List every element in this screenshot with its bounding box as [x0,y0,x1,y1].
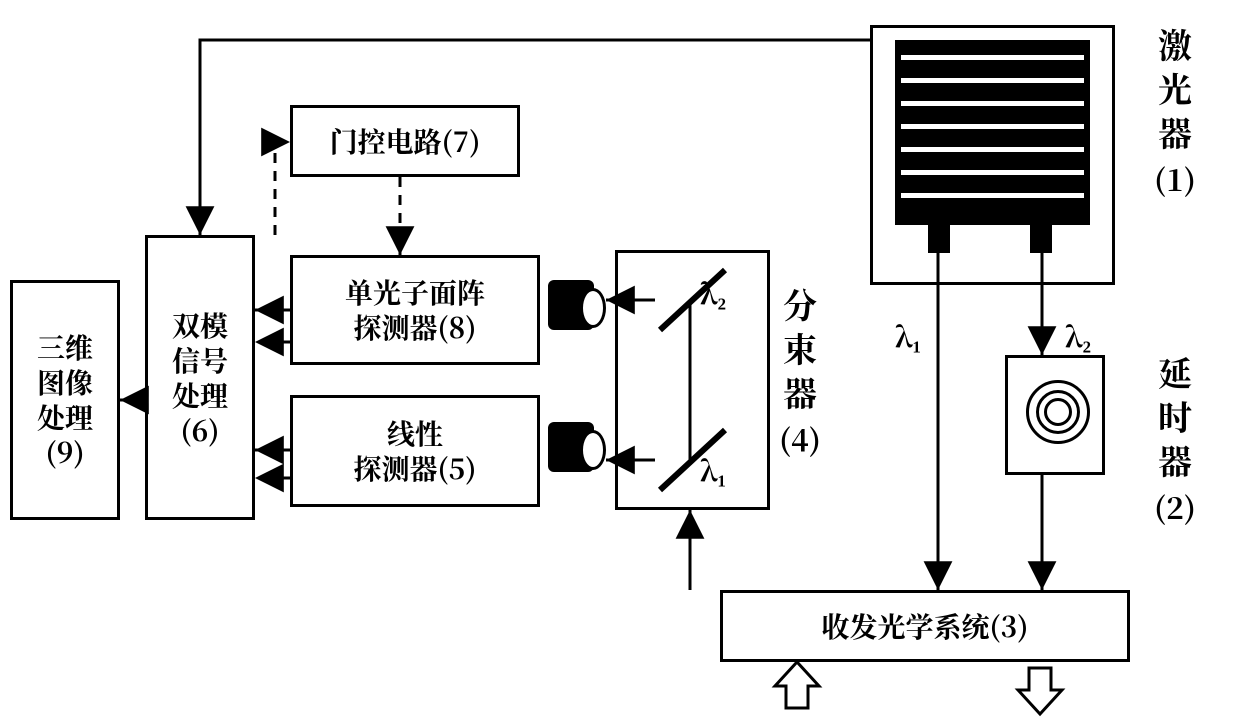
lambda1-label: λ₁ [895,318,921,354]
laser-stripe [901,55,1084,60]
lambda2-label: λ₂ [1065,318,1091,354]
box-spad: 单光子面阵探测器(8) [290,255,540,365]
laser-foot [1030,225,1052,253]
detector-icon [548,422,594,472]
detector-icon [548,280,594,330]
box-gating: 门控电路(7) [290,105,520,177]
delay-coil-icon [1005,355,1105,475]
laser-stripe [901,193,1084,198]
box-optics: 收发光学系统(3) [720,590,1130,662]
laser-stripe [901,170,1084,175]
lambda1-split: λ₁ [700,452,726,488]
laser-stripe [901,124,1084,129]
lambda2-split: λ₂ [700,275,726,311]
label-laser: 激光器(1) [1135,22,1215,198]
box-linear: 线性探测器(5) [290,395,540,507]
label-delay: 延时器(2) [1135,350,1215,526]
laser-foot [928,225,950,253]
laser-stripe [901,147,1084,152]
box-dualmode: 双模信号处理(6) [145,235,255,520]
box-splitter [615,250,770,510]
laser-stripe [901,101,1084,106]
label-splitter: 分束器(4) [780,282,820,458]
box-img3d: 三维图像处理(9) [10,280,120,520]
laser-stripe [901,78,1084,83]
